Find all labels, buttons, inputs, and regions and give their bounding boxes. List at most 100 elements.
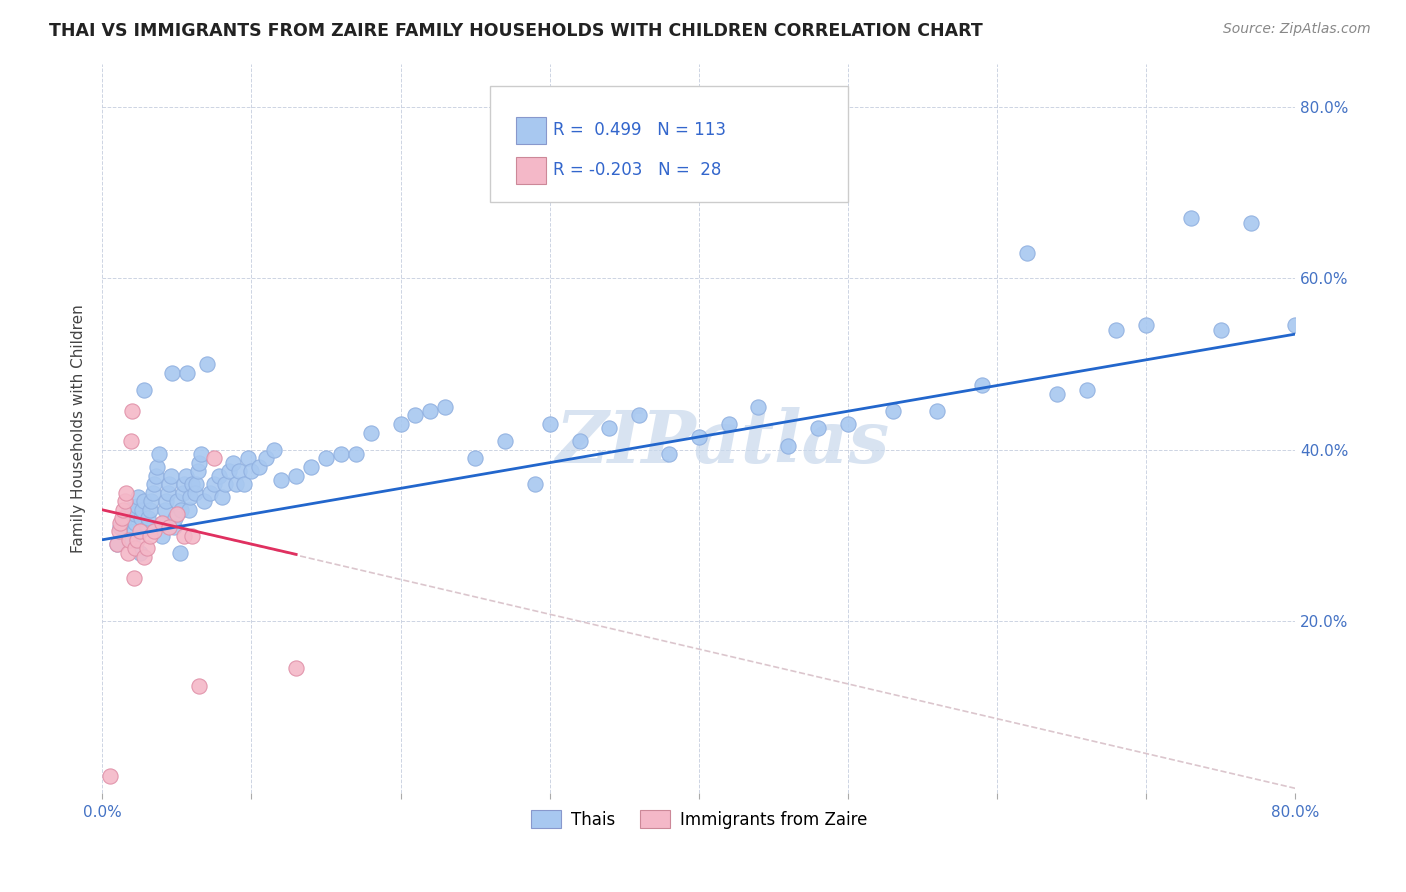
Point <box>1209 323 1232 337</box>
Point <box>166 494 188 508</box>
Point <box>143 477 166 491</box>
Point <box>1076 383 1098 397</box>
Point <box>882 404 904 418</box>
Point <box>120 434 142 449</box>
Point <box>299 459 322 474</box>
Point <box>174 468 197 483</box>
Point <box>157 520 180 534</box>
Y-axis label: Family Households with Children: Family Households with Children <box>72 304 86 553</box>
Point <box>434 400 457 414</box>
Point <box>139 528 162 542</box>
Point <box>494 434 516 449</box>
Point <box>807 421 830 435</box>
Point <box>150 528 173 542</box>
Point <box>389 417 412 431</box>
Point <box>114 511 136 525</box>
Point <box>193 494 215 508</box>
Point <box>122 571 145 585</box>
Point <box>228 464 250 478</box>
Point <box>142 485 165 500</box>
Point <box>155 494 177 508</box>
Point <box>177 503 200 517</box>
Point <box>240 464 263 478</box>
Point <box>222 456 245 470</box>
Point <box>132 383 155 397</box>
Point <box>188 679 211 693</box>
Point <box>247 459 270 474</box>
Point <box>138 511 160 525</box>
Point <box>598 421 620 435</box>
Point <box>112 503 135 517</box>
Point <box>150 516 173 530</box>
Point <box>121 533 143 547</box>
Point <box>285 468 308 483</box>
Point <box>107 524 129 539</box>
Point <box>153 503 176 517</box>
Point <box>1240 216 1263 230</box>
Point <box>747 400 769 414</box>
Point <box>1284 318 1306 333</box>
Point <box>115 485 138 500</box>
Point <box>315 451 337 466</box>
Point <box>254 451 277 466</box>
Point <box>1015 245 1038 260</box>
Point <box>778 438 800 452</box>
Point <box>117 546 139 560</box>
Text: THAI VS IMMIGRANTS FROM ZAIRE FAMILY HOUSEHOLDS WITH CHILDREN CORRELATION CHART: THAI VS IMMIGRANTS FROM ZAIRE FAMILY HOU… <box>49 22 983 40</box>
Point <box>128 524 150 539</box>
Point <box>124 516 146 530</box>
Point <box>148 447 170 461</box>
Point <box>170 503 193 517</box>
Point <box>285 661 308 675</box>
Point <box>187 464 209 478</box>
Point <box>136 520 159 534</box>
FancyBboxPatch shape <box>516 117 546 145</box>
Text: ZIPatlas: ZIPatlas <box>555 408 890 478</box>
Point <box>179 490 201 504</box>
Point <box>972 378 994 392</box>
Point <box>360 425 382 440</box>
Point <box>125 499 148 513</box>
Point <box>121 404 143 418</box>
Point <box>658 447 681 461</box>
Point <box>132 494 155 508</box>
Point <box>122 524 145 539</box>
Point <box>837 417 859 431</box>
Point <box>118 533 141 547</box>
Point <box>464 451 486 466</box>
Point <box>568 434 591 449</box>
Point <box>166 507 188 521</box>
Point <box>156 485 179 500</box>
Point <box>173 528 195 542</box>
Point <box>152 516 174 530</box>
Point <box>270 473 292 487</box>
Point <box>202 451 225 466</box>
Point <box>198 485 221 500</box>
Point <box>105 537 128 551</box>
Point <box>211 490 233 504</box>
Point <box>108 520 131 534</box>
Point <box>523 477 546 491</box>
FancyBboxPatch shape <box>491 86 848 202</box>
Point <box>169 546 191 560</box>
Point <box>114 494 136 508</box>
Point <box>172 485 194 500</box>
Point <box>207 468 229 483</box>
Point <box>127 490 149 504</box>
Point <box>110 511 132 525</box>
Point <box>165 511 187 525</box>
Point <box>129 511 152 525</box>
Point <box>124 507 146 521</box>
Point <box>186 477 208 491</box>
Point <box>146 459 169 474</box>
Point <box>180 528 202 542</box>
Point <box>131 503 153 517</box>
Point <box>1135 318 1157 333</box>
Point <box>404 409 426 423</box>
Point <box>329 447 352 461</box>
Point <box>190 447 212 461</box>
Point <box>118 503 141 517</box>
Point <box>173 477 195 491</box>
Point <box>176 366 198 380</box>
Point <box>232 477 254 491</box>
